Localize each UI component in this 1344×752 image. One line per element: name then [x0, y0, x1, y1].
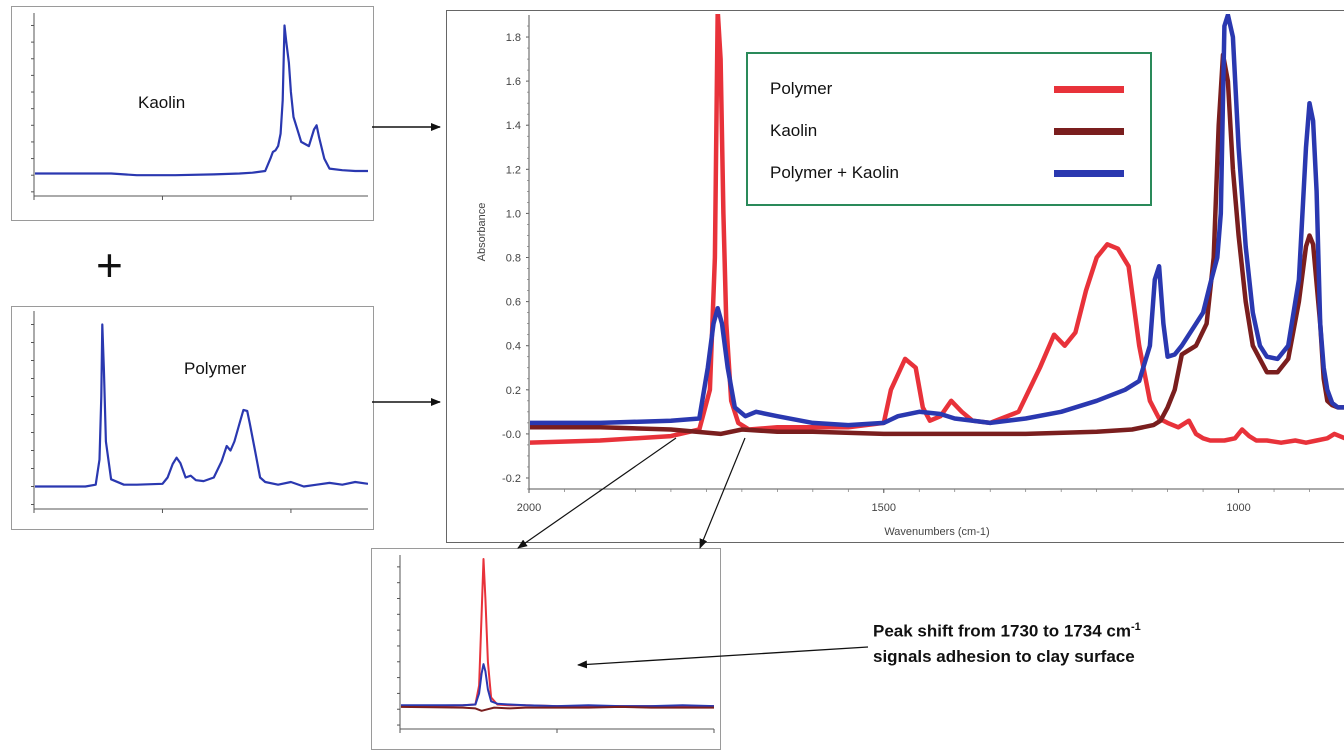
x-tick-label: 2000	[517, 502, 541, 514]
y-tick-label: 0.4	[506, 341, 521, 353]
series-line-kaolin	[401, 705, 714, 712]
plus-sign: +	[96, 239, 123, 291]
x-axis-title: Wavenumbers (cm-1)	[884, 526, 989, 538]
annotation-line-2: signals adhesion to clay surface	[873, 646, 1135, 666]
polymer-thumbnail-chart: Polymer	[11, 306, 374, 530]
y-tick-label: 0.2	[506, 385, 521, 397]
kaolin-thumbnail-chart: Kaolin	[11, 6, 374, 221]
legend-label-polymer: Polymer	[770, 79, 833, 98]
kaolin-label: Kaolin	[138, 93, 186, 112]
x-tick-label: 1000	[1226, 502, 1250, 514]
series-line-polymer	[401, 558, 714, 708]
series-line-kaolin	[530, 52, 1344, 437]
legend-swatch-kaolin	[1054, 128, 1124, 135]
legend-swatch-combined	[1054, 170, 1124, 177]
series-line-polymer-kaolin	[401, 663, 714, 708]
y-tick-label: 0.6	[506, 297, 521, 309]
y-axis-title: Absorbance	[476, 203, 488, 262]
kaolin-thumbnail-svg	[31, 13, 368, 200]
y-tick-label: 1.4	[506, 120, 521, 132]
y-tick-label: -0.0	[502, 429, 521, 441]
y-tick-label: 1.8	[506, 32, 521, 44]
polymer-thumbnail-svg	[31, 311, 368, 513]
y-tick-label: 0.8	[506, 253, 521, 265]
y-tick-label: -0.2	[502, 473, 521, 485]
series-line-polymer-kaolin	[530, 14, 1344, 428]
series-line-kaolin	[35, 24, 368, 177]
annotation-superscript: -1	[1130, 621, 1141, 633]
series-line-polymer	[35, 323, 368, 488]
legend-label-kaolin: Kaolin	[770, 121, 818, 140]
polymer-label: Polymer	[184, 359, 247, 378]
zoom-inset-chart	[371, 548, 721, 750]
y-tick-label: 1.2	[506, 164, 521, 176]
main-spectrum-svg: -0.2 -0.0 0.2 0.4 0.6 0.8 1.0 1.2 1.4 1.6 1.8 2000 1…	[476, 14, 1344, 538]
peak-shift-annotation: Peak shift from 1730 to 1734 cm-1 signal…	[873, 615, 1141, 669]
legend-swatch-polymer	[1054, 86, 1124, 93]
annotation-line-1: Peak shift from 1730 to 1734 cm	[873, 621, 1131, 641]
x-tick-label: 1500	[872, 502, 896, 514]
legend-label-combined: Polymer + Kaolin	[770, 163, 899, 182]
y-tick-label: 1.0	[506, 208, 521, 220]
zoom-inset-svg	[397, 555, 715, 733]
y-tick-label: 1.6	[506, 76, 521, 88]
chart-legend: Polymer Kaolin Polymer + Kaolin	[746, 52, 1152, 206]
